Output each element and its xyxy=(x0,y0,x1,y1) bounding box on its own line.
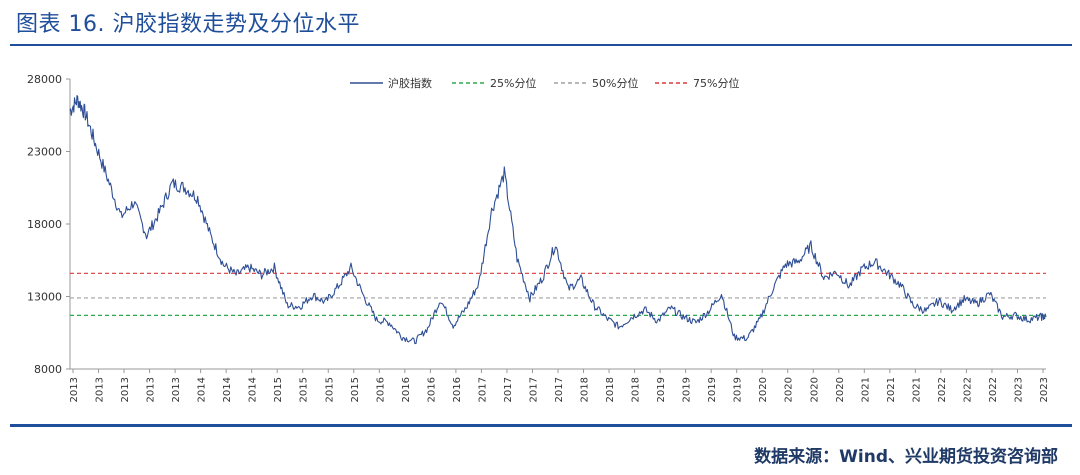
x-tick-label: 2016 xyxy=(452,377,463,402)
chart-title: 图表 16. 沪胶指数走势及分位水平 xyxy=(16,12,360,37)
x-tick-label: 2017 xyxy=(554,377,565,402)
x-tick-label: 2014 xyxy=(248,377,259,402)
x-tick-label: 2017 xyxy=(477,377,488,402)
footer-divider xyxy=(10,424,1072,427)
header-divider xyxy=(10,44,1072,46)
x-tick-label: 2015 xyxy=(273,377,284,402)
x-tick-label: 2013 xyxy=(171,377,182,402)
line-chart: 8000 13000 18000 23000 28000 2013 2013 2013 2013… xyxy=(27,73,1050,402)
x-tick-label: 2020 xyxy=(784,377,795,402)
y-tick-label: 8000 xyxy=(34,363,62,376)
x-tick-label: 2014 xyxy=(197,377,208,402)
x-tick-label: 2021 xyxy=(911,377,922,402)
x-tick-label: 2015 xyxy=(350,377,361,402)
x-tick-label: 2019 xyxy=(682,377,693,402)
y-tick-label: 28000 xyxy=(27,73,62,86)
series-layer xyxy=(69,94,1047,345)
percentile-lines xyxy=(70,272,1046,316)
x-tick-label: 2016 xyxy=(375,377,386,402)
x-tick-label: 2018 xyxy=(580,377,591,402)
x-tick-label: 2014 xyxy=(222,377,233,402)
x-tick-label: 2013 xyxy=(120,377,131,402)
x-tick-label: 2015 xyxy=(299,377,310,402)
x-tick-label: 2020 xyxy=(758,377,769,402)
x-tick-label: 2019 xyxy=(656,377,667,402)
legend-label: 沪胶指数 xyxy=(388,76,432,90)
x-tick-label: 2023 xyxy=(1013,377,1024,402)
legend-label: 50%分位 xyxy=(592,76,638,90)
x-tick-label: 2021 xyxy=(886,377,897,402)
x-tick-label: 2015 xyxy=(324,377,335,402)
chart-axes: 8000 13000 18000 23000 28000 2013 2013 2013 2013… xyxy=(27,73,1050,402)
legend-label: 25%分位 xyxy=(490,76,536,90)
data-source: 数据来源：Wind、兴业期货投资咨询部 xyxy=(754,447,1058,467)
x-tick-label: 2013 xyxy=(69,377,80,402)
x-tick-label: 2020 xyxy=(809,377,820,402)
y-tick-label: 18000 xyxy=(27,218,62,231)
y-tick-label: 23000 xyxy=(27,146,62,159)
x-tick-label: 2018 xyxy=(631,377,642,402)
x-tick-label: 2017 xyxy=(528,377,539,402)
x-tick-label: 2021 xyxy=(860,377,871,402)
x-tick-label: 2019 xyxy=(733,377,744,402)
x-tick-label: 2022 xyxy=(937,377,948,402)
x-tick-label: 2019 xyxy=(707,377,718,402)
x-tick-label: 2022 xyxy=(988,377,999,402)
series-line-rubber-index xyxy=(69,94,1047,345)
x-tick-label: 2020 xyxy=(835,377,846,402)
x-tick-label: 2017 xyxy=(503,377,514,402)
y-tick-label: 13000 xyxy=(27,291,62,304)
x-tick-label: 2016 xyxy=(401,377,412,402)
x-tick-label: 2022 xyxy=(962,377,973,402)
x-tick-label: 2018 xyxy=(605,377,616,402)
x-tick-label: 2013 xyxy=(146,377,157,402)
x-tick-label: 2023 xyxy=(1039,377,1050,402)
chart-legend: 沪胶指数 25%分位 50%分位 75%分位 xyxy=(350,76,739,90)
x-tick-label: 2016 xyxy=(426,377,437,402)
x-tick-label: 2013 xyxy=(95,377,106,402)
legend-label: 75%分位 xyxy=(693,76,739,90)
